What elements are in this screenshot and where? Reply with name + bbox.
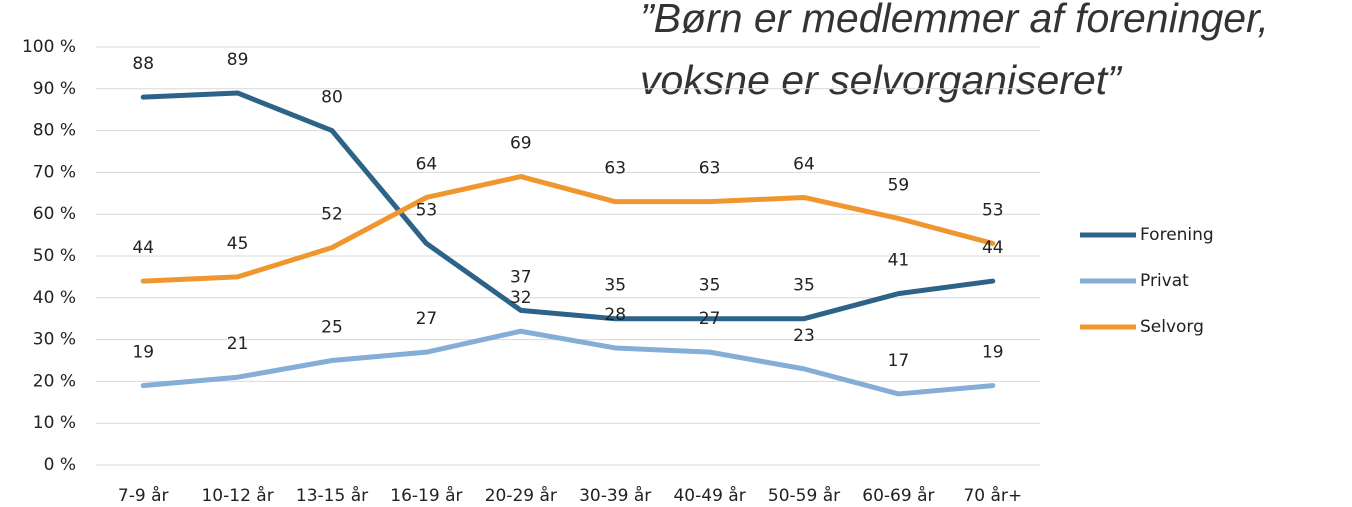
data-label: 45	[227, 234, 249, 254]
data-label: 28	[604, 305, 626, 325]
data-label: 53	[416, 200, 438, 220]
data-label: 88	[132, 54, 154, 74]
y-tick-label: 30 %	[33, 330, 76, 350]
x-tick-label: 40-49 år	[673, 485, 745, 506]
x-tick-label: 10-12 år	[201, 485, 273, 506]
data-label: 53	[982, 200, 1004, 220]
y-tick-label: 50 %	[33, 246, 76, 266]
data-label: 63	[699, 159, 721, 179]
x-tick-label: 7-9 år	[118, 485, 169, 506]
data-label: 19	[982, 343, 1004, 363]
x-tick-label: 50-59 år	[768, 485, 840, 506]
data-label: 21	[227, 334, 249, 354]
x-tick-label: 13-15 år	[296, 485, 368, 506]
data-label: 80	[321, 88, 343, 108]
data-label: 52	[321, 205, 343, 225]
data-label: 35	[699, 276, 721, 296]
data-label: 64	[416, 154, 438, 174]
y-tick-label: 20 %	[33, 371, 76, 391]
x-tick-label: 16-19 år	[390, 485, 462, 506]
data-label: 32	[510, 288, 532, 308]
y-tick-label: 10 %	[33, 413, 76, 433]
annotation: ”Børn er medlemmer af foreninger,	[640, 0, 1269, 41]
x-tick-label: 70 år+	[963, 485, 1022, 506]
data-label: 59	[888, 175, 910, 195]
y-tick-label: 90 %	[33, 79, 76, 99]
data-label: 17	[888, 351, 910, 371]
data-label: 27	[699, 309, 721, 329]
data-label: 44	[982, 238, 1004, 258]
data-label: 64	[793, 154, 815, 174]
data-label: 35	[793, 276, 815, 296]
data-label: 23	[793, 326, 815, 346]
data-label: 37	[510, 267, 532, 287]
y-tick-label: 40 %	[33, 288, 76, 308]
series-line	[140, 328, 996, 397]
annotation: voksne er selvorganiseret”	[640, 57, 1123, 103]
y-tick-label: 80 %	[33, 121, 76, 141]
data-label: 69	[510, 134, 532, 154]
legend-label: Forening	[1140, 225, 1214, 245]
x-tick-label: 30-39 år	[579, 485, 651, 506]
x-tick-label: 20-29 år	[485, 485, 557, 506]
y-tick-label: 70 %	[33, 162, 76, 182]
data-label: 63	[604, 159, 626, 179]
y-tick-label: 100 %	[22, 37, 76, 57]
data-label: 25	[321, 318, 343, 338]
y-tick-label: 60 %	[33, 204, 76, 224]
series-line	[140, 90, 996, 322]
data-label: 41	[888, 251, 910, 271]
series-line	[140, 174, 996, 284]
data-label: 27	[416, 309, 438, 329]
data-label: 89	[227, 50, 249, 70]
data-label: 19	[132, 343, 154, 363]
x-tick-label: 60-69 år	[862, 485, 934, 506]
legend-label: Privat	[1140, 271, 1189, 291]
data-label: 35	[604, 276, 626, 296]
legend-label: Selvorg	[1140, 317, 1204, 337]
data-label: 44	[132, 238, 154, 258]
y-tick-label: 0 %	[44, 455, 76, 475]
